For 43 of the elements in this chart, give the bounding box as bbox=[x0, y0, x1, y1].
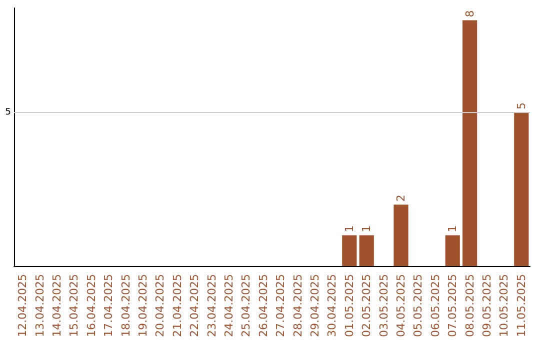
x-tick-label: 08.05.2025 bbox=[463, 274, 476, 338]
bar bbox=[445, 235, 460, 266]
x-tick-label: 19.04.2025 bbox=[136, 274, 150, 338]
x-tick-label: 03.05.2025 bbox=[377, 274, 390, 338]
x-tick-label: 11.05.2025 bbox=[514, 274, 528, 338]
x-tick-label: 25.04.2025 bbox=[240, 274, 253, 338]
x-tick-label: 04.05.2025 bbox=[394, 274, 408, 338]
x-tick-label: 23.04.2025 bbox=[205, 274, 218, 338]
bar bbox=[394, 204, 408, 266]
data-label: 1 bbox=[360, 225, 374, 232]
x-tick-label: 14.04.2025 bbox=[50, 274, 64, 338]
x-tick-label: 09.05.2025 bbox=[480, 274, 494, 338]
x-tick-label: 24.04.2025 bbox=[222, 274, 236, 338]
x-tick-label: 02.05.2025 bbox=[360, 274, 374, 338]
bar bbox=[342, 235, 357, 266]
data-label: 1 bbox=[446, 225, 460, 232]
x-tick-label: 29.04.2025 bbox=[308, 274, 322, 338]
x-tick-label: 17.04.2025 bbox=[102, 274, 116, 338]
x-tick-label: 13.04.2025 bbox=[33, 274, 46, 338]
x-tick-label: 18.04.2025 bbox=[119, 274, 132, 338]
bar bbox=[514, 112, 529, 266]
x-tick-label: 26.04.2025 bbox=[256, 274, 270, 338]
x-tick-label: 12.04.2025 bbox=[16, 274, 30, 338]
x-tick-label: 22.04.2025 bbox=[188, 274, 202, 338]
data-label: 1 bbox=[342, 225, 356, 232]
ref-line-label: 5 bbox=[5, 107, 11, 118]
data-label: 8 bbox=[463, 10, 476, 18]
x-tick-label: 16.04.2025 bbox=[84, 274, 98, 338]
bar bbox=[462, 20, 478, 266]
x-tick-label: 01.05.2025 bbox=[342, 274, 356, 338]
x-tick-label: 07.05.2025 bbox=[446, 274, 460, 338]
x-tick-label: 27.04.2025 bbox=[274, 274, 288, 338]
data-label: 5 bbox=[514, 102, 528, 110]
x-tick-label: 30.04.2025 bbox=[326, 274, 339, 338]
x-tick-label: 28.04.2025 bbox=[291, 274, 304, 338]
x-tick-label: 20.04.2025 bbox=[154, 274, 167, 338]
x-tick-label: 21.04.2025 bbox=[170, 274, 184, 338]
data-label: 2 bbox=[394, 194, 408, 202]
x-tick-label: 15.04.2025 bbox=[68, 274, 81, 338]
x-tick-label: 05.05.2025 bbox=[412, 274, 425, 338]
x-tick-label: 06.05.2025 bbox=[428, 274, 442, 338]
bar bbox=[359, 235, 374, 266]
x-tick-label: 10.05.2025 bbox=[498, 274, 511, 338]
